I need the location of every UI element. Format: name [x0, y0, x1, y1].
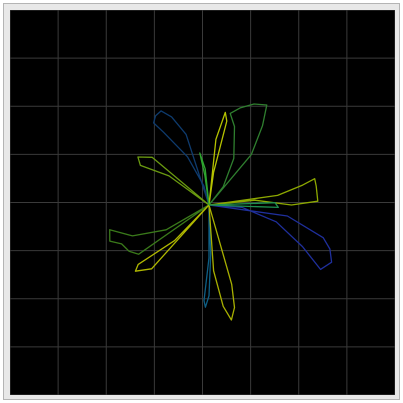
series-group: [109, 103, 333, 321]
series-line-10: [199, 152, 210, 206]
series-line-4: [109, 204, 210, 255]
series-line-3: [208, 103, 268, 206]
series-line-8: [134, 204, 210, 272]
chart-frame: [3, 3, 400, 400]
grid: [10, 10, 395, 395]
series-line-2: [203, 204, 212, 308]
series-line-11: [208, 202, 279, 209]
series-line-7: [208, 204, 236, 321]
series-line-9: [208, 111, 228, 206]
series-line-6: [208, 178, 319, 206]
series-line-0: [208, 204, 333, 271]
series-line-5: [137, 156, 210, 206]
series-line-1: [152, 110, 210, 206]
polar-line-chart: [10, 10, 395, 395]
